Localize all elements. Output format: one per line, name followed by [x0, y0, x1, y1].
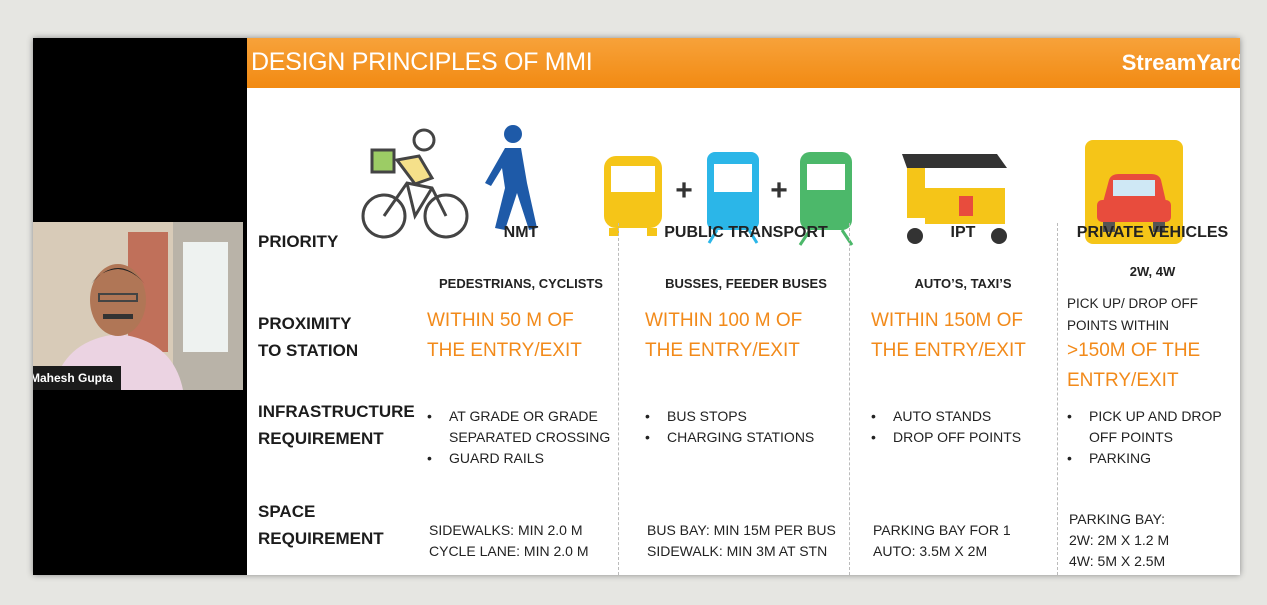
participant-tile: Mahesh Gupta: [33, 222, 243, 390]
column-divider: [849, 223, 850, 575]
car-icon: [1085, 140, 1183, 244]
column-modes: 2W, 4W: [1129, 264, 1176, 279]
train-icon: [798, 152, 854, 246]
cyclist-icon: [361, 128, 469, 239]
bus-icon: [604, 156, 662, 236]
column-modes: PEDESTRIANS, CYCLISTS: [439, 276, 603, 291]
space-text: CYCLE LANE: MIN 2.0 M: [429, 543, 589, 559]
infrastructure-item: DROP OFF POINTS: [869, 427, 1051, 448]
proximity-text: WITHIN 50 M OF: [427, 310, 574, 331]
column-divider: [618, 223, 619, 575]
column-divider: [1057, 223, 1058, 575]
infrastructure-item: AT GRADE OR GRADE SEPARATED CROSSING: [425, 406, 611, 448]
participant-video: [33, 222, 243, 390]
proximity-text: >150M OF THE: [1067, 340, 1201, 361]
row-label: REQUIREMENT: [258, 429, 384, 448]
row-label: REQUIREMENT: [258, 529, 384, 548]
space-text: BUS BAY: MIN 15M PER BUS: [647, 522, 836, 538]
proximity-note: PICK UP/ DROP OFF: [1067, 296, 1199, 311]
space-text: 2W: 2M X 1.2 M: [1069, 532, 1170, 548]
row-label: INFRASTRUCTURE: [258, 402, 415, 421]
proximity-text: WITHIN 100 M OF: [645, 310, 803, 331]
proximity-text: THE ENTRY/EXIT: [871, 340, 1026, 361]
space-text: 4W: 5M X 2.5M: [1069, 553, 1166, 569]
column-modes: BUSSES, FEEDER BUSES: [665, 276, 827, 291]
space-text: SIDEWALK: MIN 3M AT STN: [647, 543, 828, 559]
infrastructure-item: CHARGING STATIONS: [643, 427, 843, 448]
infrastructure-item: PICK UP AND DROP OFF POINTS: [1065, 406, 1234, 448]
tram-icon: [707, 152, 759, 244]
pedestrian-icon: [485, 125, 537, 230]
brand-logo: StreamYard: [1121, 50, 1240, 75]
infrastructure-item: PARKING: [1065, 448, 1234, 469]
space-text: SIDEWALKS: MIN 2.0 M: [429, 522, 583, 538]
row-label: PRIORITY: [258, 232, 339, 251]
column-name: NMT: [503, 224, 539, 241]
slide-title: DESIGN PRINCIPLES OF MMI: [251, 48, 593, 76]
infrastructure-item: AUTO STANDS: [869, 406, 1051, 427]
auto-rickshaw-icon: [902, 154, 1007, 244]
proximity-text: THE ENTRY/EXIT: [427, 340, 582, 361]
participant-name: Mahesh Gupta: [33, 366, 121, 390]
mode-icons: + +: [361, 125, 1183, 246]
space-text: AUTO: 3.5M X 2M: [873, 543, 988, 559]
proximity-note: POINTS WITHIN: [1067, 318, 1169, 333]
column-name: PUBLIC TRANSPORT: [664, 224, 828, 241]
infrastructure-item: GUARD RAILS: [425, 448, 611, 469]
space-text: PARKING BAY:: [1069, 511, 1165, 527]
slide: DESIGN PRINCIPLES OF MMI StreamYard: [247, 38, 1240, 575]
proximity-text: ENTRY/EXIT: [1067, 370, 1179, 391]
row-label: SPACE: [258, 502, 316, 521]
space-text: PARKING BAY FOR 1: [873, 522, 1011, 538]
plus-icon: +: [675, 174, 693, 207]
column-name: PRIVATE VEHICLES: [1076, 224, 1229, 241]
plus-icon: +: [770, 174, 788, 207]
screen: Mahesh Gupta DESIGN PRINCIPLES OF MMI St…: [33, 38, 1240, 575]
row-label: PROXIMITY: [258, 314, 352, 333]
slide-header: DESIGN PRINCIPLES OF MMI StreamYard: [247, 38, 1240, 88]
row-label: TO STATION: [258, 341, 359, 360]
column-name: IPT: [950, 224, 976, 241]
proximity-text: WITHIN 150M OF: [871, 310, 1024, 331]
infrastructure-item: BUS STOPS: [643, 406, 843, 427]
proximity-text: THE ENTRY/EXIT: [645, 340, 800, 361]
column-modes: AUTO’S, TAXI’S: [914, 276, 1012, 291]
